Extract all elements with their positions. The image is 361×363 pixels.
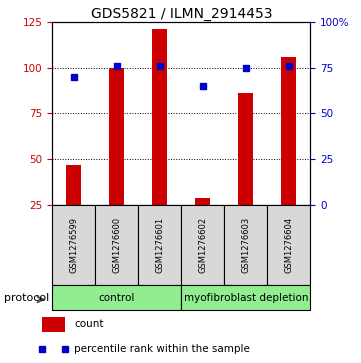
Bar xyxy=(109,68,125,205)
Bar xyxy=(66,165,81,205)
Text: GSM1276600: GSM1276600 xyxy=(112,217,121,273)
Text: GSM1276603: GSM1276603 xyxy=(242,217,251,273)
Text: protocol: protocol xyxy=(4,293,49,303)
Bar xyxy=(238,93,253,205)
Bar xyxy=(95,205,138,285)
Bar xyxy=(225,205,268,285)
Bar xyxy=(138,205,181,285)
Bar xyxy=(152,29,168,205)
Text: GSM1276602: GSM1276602 xyxy=(199,217,208,273)
Bar xyxy=(268,205,310,285)
Bar xyxy=(181,285,310,310)
Text: percentile rank within the sample: percentile rank within the sample xyxy=(74,344,250,354)
Text: control: control xyxy=(99,293,135,303)
Text: myofibroblast depletion: myofibroblast depletion xyxy=(184,293,308,303)
Title: GDS5821 / ILMN_2914453: GDS5821 / ILMN_2914453 xyxy=(91,7,272,21)
Text: count: count xyxy=(74,319,104,330)
Bar xyxy=(181,205,225,285)
Text: GSM1276604: GSM1276604 xyxy=(284,217,293,273)
Bar xyxy=(43,317,65,332)
Bar xyxy=(195,198,210,205)
Text: GSM1276601: GSM1276601 xyxy=(155,217,164,273)
Bar xyxy=(282,57,296,205)
Text: GSM1276599: GSM1276599 xyxy=(69,217,78,273)
Bar xyxy=(52,205,95,285)
Bar xyxy=(52,285,182,310)
